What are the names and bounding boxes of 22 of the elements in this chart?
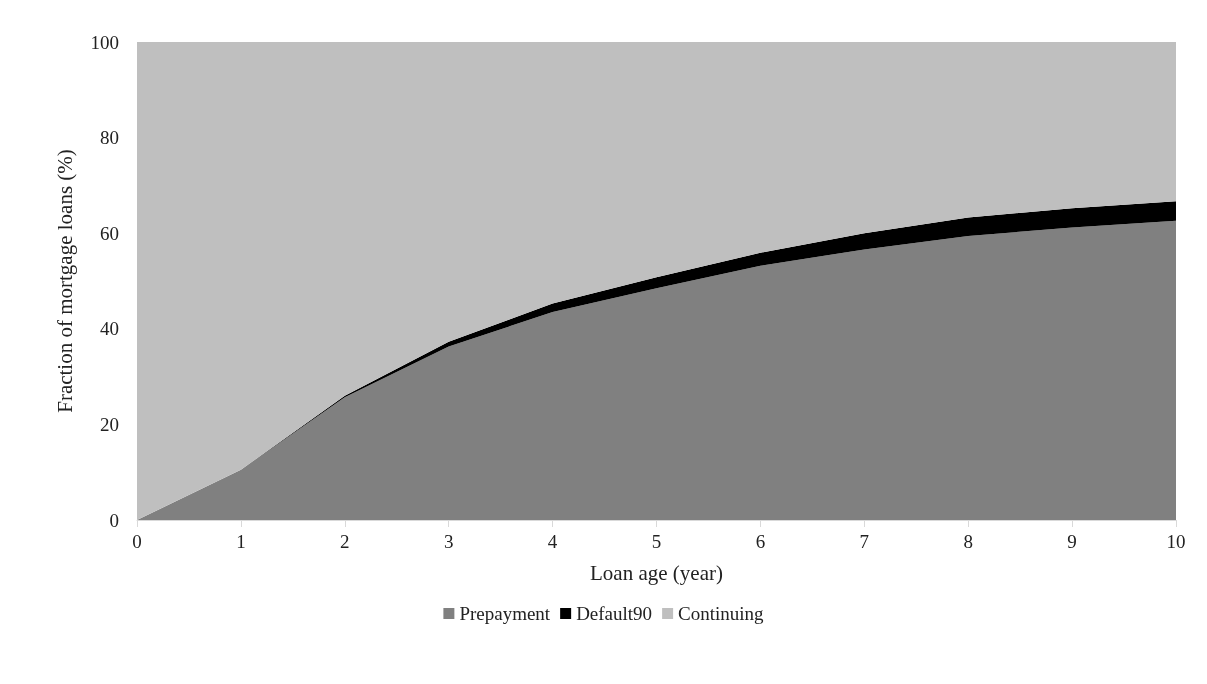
x-tick-label: 3 (443, 531, 454, 552)
legend-label: Default90 (576, 603, 653, 624)
x-tick-label: 0 (132, 531, 142, 552)
x-axis-title: Loan age (year) (590, 560, 723, 585)
y-tick-label: 80 (100, 127, 119, 149)
x-tick-label: 10 (1166, 531, 1186, 552)
x-tick-label: 7 (859, 531, 870, 552)
y-tick-label: 100 (90, 31, 119, 53)
x-tick-label: 2 (340, 531, 350, 552)
y-axis-title: Fraction of mortgage loans (%) (52, 149, 77, 413)
x-tick-label: 1 (236, 531, 246, 552)
legend-label: Prepayment (459, 603, 551, 624)
x-tick-label: 6 (755, 531, 766, 552)
y-tick-label: 20 (100, 413, 119, 435)
y-tick-label: 0 (109, 509, 119, 531)
x-tick-label: 4 (547, 531, 558, 552)
y-tick-label: 60 (100, 222, 119, 244)
x-tick-label: 8 (963, 531, 973, 552)
x-tick-label: 5 (651, 531, 662, 552)
legend-label: Continuing (678, 603, 765, 624)
x-tick-label: 9 (1067, 531, 1077, 552)
y-tick-label: 40 (100, 318, 119, 340)
